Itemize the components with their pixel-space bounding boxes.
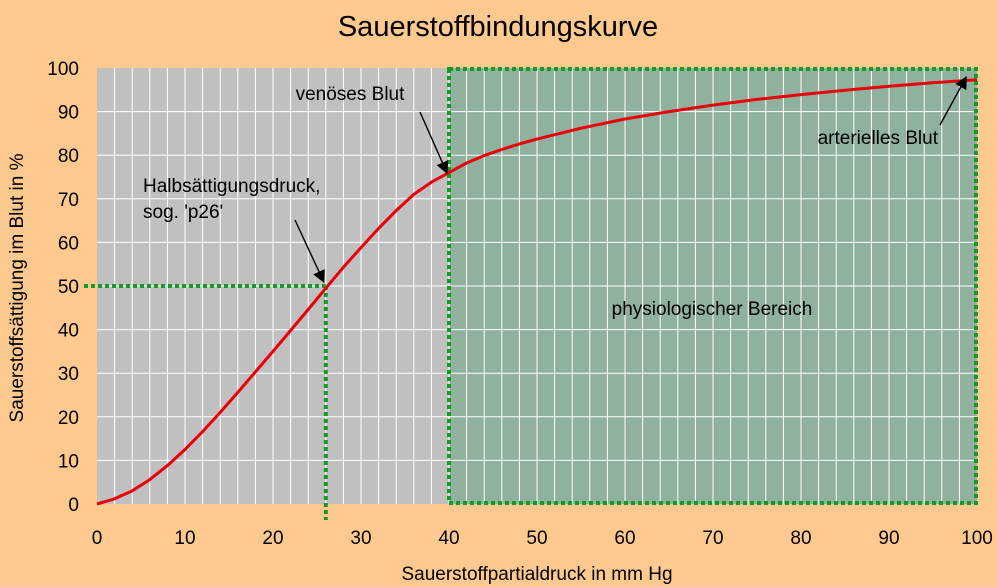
y-tick-label: 30 <box>58 364 79 385</box>
annotation-arrow <box>939 75 967 126</box>
x-tick-label: 90 <box>878 528 899 549</box>
x-tick-label: 80 <box>790 528 811 549</box>
annotation: Halbsättigungsdruck, sog. 'p26' <box>143 176 325 284</box>
y-tick-label: 80 <box>58 146 79 167</box>
x-axis-ticks: 0 10 20 30 40 50 60 70 80 90 100 <box>92 528 993 549</box>
y-tick-label: 90 <box>58 103 79 124</box>
y-tick-label: 50 <box>58 277 79 298</box>
x-tick-label: 100 <box>961 528 993 549</box>
y-tick-label: 20 <box>58 408 79 429</box>
y-tick-label: 0 <box>68 495 79 516</box>
annotation-text: arterielles Blut <box>818 128 939 149</box>
y-tick-label: 10 <box>58 451 79 472</box>
annotation: arterielles Blut <box>818 75 967 149</box>
region-label: physiologischer Bereich <box>612 299 813 320</box>
y-tick-label: 40 <box>58 321 79 342</box>
x-tick-label: 30 <box>350 528 371 549</box>
y-axis-label: Sauerstoffsättigung im Blut in % <box>7 153 28 422</box>
x-tick-label: 10 <box>174 528 195 549</box>
annotation-arrow <box>294 219 325 284</box>
annotation-text: venöses Blut <box>296 84 406 105</box>
y-tick-label: 60 <box>58 233 79 254</box>
x-tick-label: 20 <box>262 528 283 549</box>
x-tick-label: 60 <box>614 528 635 549</box>
annotation-text: Halbsättigungsdruck, <box>143 176 320 197</box>
chart-title: Sauerstoffbindungskurve <box>338 11 658 43</box>
x-tick-label: 70 <box>702 528 723 549</box>
annotation-arrow <box>419 111 449 175</box>
series-line <box>96 78 978 506</box>
physiological-region-border <box>447 67 978 505</box>
x-tick-label: 0 <box>92 528 103 549</box>
y-axis-ticks: 0 10 20 30 40 50 60 70 80 90 100 <box>47 59 79 516</box>
x-tick-label: 40 <box>438 528 459 549</box>
annotations: venöses Blut Halbsättigungsdruck, sog. 'p2… <box>143 75 967 284</box>
grid-horizontal <box>97 111 977 461</box>
annotation: venöses Blut <box>296 84 449 175</box>
annotation-text: sog. 'p26' <box>143 202 223 223</box>
y-tick-label: 100 <box>47 59 79 80</box>
x-tick-label: 50 <box>526 528 547 549</box>
y-tick-label: 70 <box>58 190 79 211</box>
x-axis-label: Sauerstoffpartialdruck in mm Hg <box>401 564 672 585</box>
